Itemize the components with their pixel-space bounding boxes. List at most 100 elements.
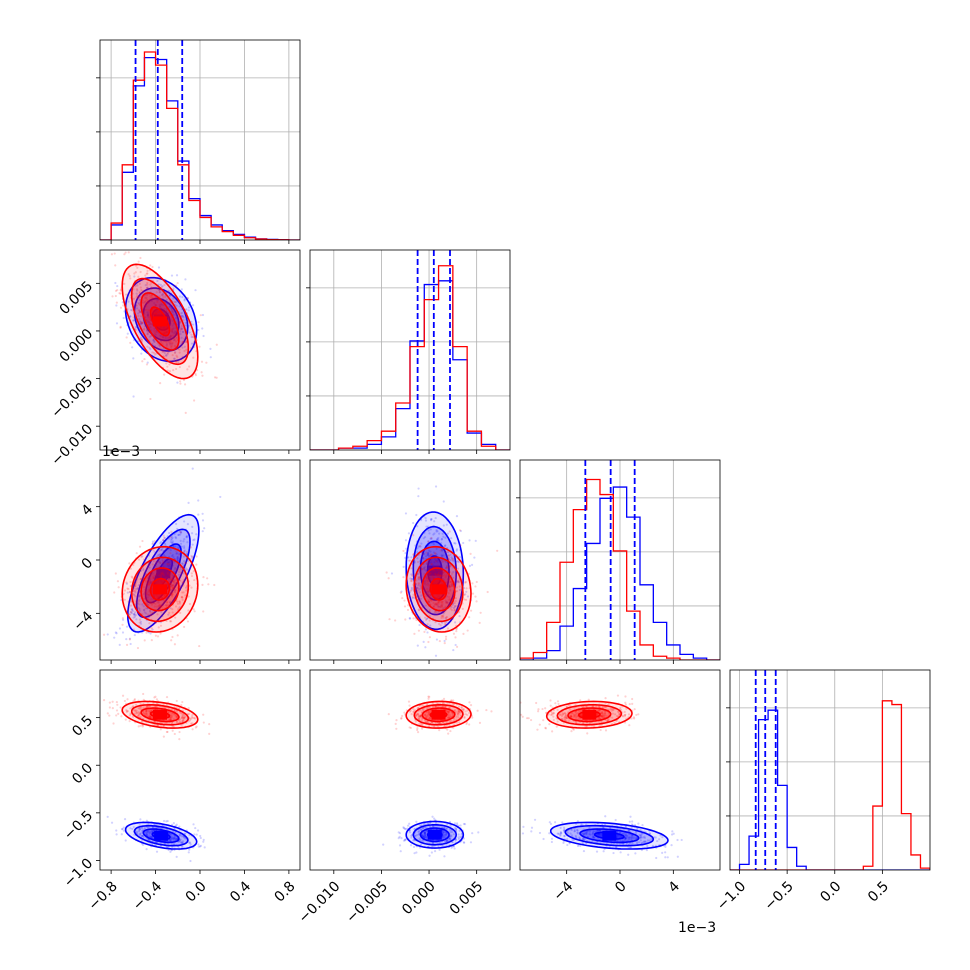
- sample-point-blue: [146, 332, 149, 335]
- histogram-red: [310, 265, 510, 450]
- sample-point-blue: [582, 833, 585, 836]
- sample-point-blue: [165, 343, 169, 346]
- sample-point-blue: [177, 546, 180, 549]
- sample-point-red: [435, 602, 438, 605]
- sample-point-blue: [579, 844, 582, 847]
- sample-point-red: [198, 345, 201, 348]
- sample-point-red: [552, 715, 555, 718]
- sample-point-red: [167, 336, 170, 339]
- sample-point-blue: [441, 559, 444, 562]
- sample-point-blue: [440, 604, 443, 607]
- sample-point-red: [441, 602, 444, 606]
- sample-point-red: [449, 565, 452, 568]
- sample-point-red: [157, 626, 160, 629]
- sample-point-blue: [434, 822, 438, 825]
- sample-point-red: [191, 722, 194, 725]
- sample-point-blue: [582, 837, 585, 840]
- sample-point-red: [162, 574, 165, 577]
- sample-point-red: [150, 294, 153, 297]
- sample-point-blue: [456, 579, 459, 583]
- sample-point-red: [551, 712, 554, 715]
- sample-point-blue: [160, 548, 163, 551]
- sample-point-blue: [183, 837, 186, 840]
- sample-point-red: [129, 567, 133, 570]
- sample-point-blue: [424, 519, 428, 522]
- sample-point-blue: [124, 839, 127, 842]
- sample-point-red: [186, 297, 189, 300]
- sample-point-red: [461, 709, 465, 712]
- sample-point-blue: [602, 850, 605, 853]
- sample-point-red: [436, 573, 440, 577]
- sample-point-red: [170, 639, 173, 642]
- sample-point-blue: [416, 525, 419, 528]
- sample-point-red: [185, 589, 188, 592]
- sample-point-red: [171, 580, 175, 583]
- sample-point-red: [169, 714, 173, 717]
- sample-point-red: [449, 571, 452, 574]
- sample-point-red: [444, 623, 447, 626]
- sample-point-blue: [576, 844, 580, 848]
- sample-point-red: [415, 714, 418, 717]
- sample-point-blue: [149, 326, 152, 329]
- sample-point-red: [579, 699, 582, 702]
- sample-point-red: [424, 616, 427, 619]
- sample-point-red: [427, 584, 430, 587]
- sample-point-blue: [169, 334, 172, 337]
- sample-point-red: [455, 628, 458, 631]
- sample-point-red: [167, 577, 171, 581]
- sample-point-red: [151, 563, 154, 566]
- sample-point-blue: [424, 516, 427, 520]
- sample-point-blue: [171, 342, 174, 345]
- sample-point-blue: [423, 836, 426, 839]
- sample-point-red: [200, 371, 203, 374]
- sample-point-blue: [170, 537, 173, 540]
- sample-point-blue: [425, 617, 428, 621]
- sample-point-red: [449, 599, 452, 602]
- sample-point-red: [496, 549, 499, 552]
- sample-point-blue: [137, 584, 140, 587]
- sample-point-blue: [583, 838, 586, 841]
- sample-point-blue: [404, 838, 408, 841]
- sample-point-blue: [457, 581, 460, 584]
- sample-point-red: [215, 343, 218, 346]
- sample-point-red: [142, 698, 145, 701]
- sample-point-blue: [438, 841, 441, 844]
- sample-point-red: [145, 583, 149, 586]
- sample-point-blue: [560, 832, 563, 835]
- sample-point-red: [140, 321, 143, 324]
- sample-point-blue: [143, 301, 147, 304]
- sample-point-red: [423, 588, 427, 592]
- sample-point-red: [419, 709, 422, 712]
- sample-point-blue: [157, 283, 160, 286]
- sample-point-red: [133, 583, 136, 586]
- sample-point-blue: [574, 834, 577, 838]
- sample-point-red: [438, 574, 441, 577]
- sample-point-red: [180, 712, 184, 715]
- sample-point-blue: [121, 828, 124, 831]
- sample-point-red: [463, 716, 466, 719]
- sample-point-red: [132, 297, 136, 300]
- sample-point-red: [115, 709, 119, 712]
- sample-point-blue: [458, 829, 461, 832]
- sample-point-blue: [202, 840, 205, 843]
- sample-point-blue: [146, 603, 149, 606]
- sample-point-red: [124, 718, 127, 721]
- sample-point-red: [172, 587, 175, 590]
- sample-point-blue: [181, 840, 185, 843]
- sample-point-red: [424, 714, 427, 717]
- sample-point-red: [415, 579, 418, 582]
- sample-point-blue: [178, 825, 181, 828]
- sample-point-red: [426, 623, 429, 626]
- sample-point-red: [174, 312, 178, 315]
- sample-point-blue: [168, 305, 171, 308]
- sample-point-red: [466, 709, 469, 712]
- sample-point-blue: [671, 830, 674, 833]
- sample-point-red: [421, 552, 424, 555]
- sample-point-blue: [167, 311, 170, 315]
- sample-point-red: [450, 609, 453, 612]
- sample-point-blue: [449, 837, 452, 840]
- sample-point-red: [551, 713, 554, 716]
- sample-point-red: [426, 721, 429, 724]
- histogram-red: [730, 700, 930, 870]
- sample-point-blue: [146, 314, 150, 317]
